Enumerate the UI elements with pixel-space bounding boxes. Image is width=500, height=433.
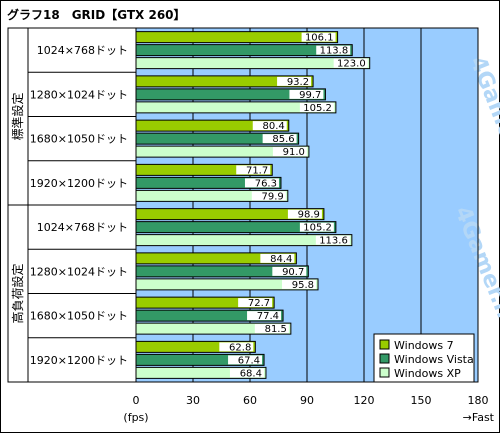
data-label-box xyxy=(251,191,286,201)
chart-title: グラフ18 GRID【GTX 260】 xyxy=(7,8,186,22)
data-label-box xyxy=(262,134,297,144)
data-label-box xyxy=(244,178,279,188)
legend-label: Windows Vista xyxy=(394,353,474,366)
category-label: 1680×1050ドット xyxy=(30,133,128,146)
data-label: 68.4 xyxy=(240,368,262,379)
data-label: 81.5 xyxy=(265,324,287,335)
legend-label: Windows 7 xyxy=(394,339,454,352)
x-tick-label: 60 xyxy=(243,394,257,407)
legend-swatch xyxy=(379,353,390,364)
data-label: 91.0 xyxy=(283,147,305,158)
x-tick-label: 150 xyxy=(411,394,432,407)
legend-label: Windows XP xyxy=(394,367,461,380)
data-label-box xyxy=(247,311,282,321)
legend-box xyxy=(373,333,475,383)
legend-swatch xyxy=(379,339,390,350)
data-label-box xyxy=(238,298,273,308)
data-label-box xyxy=(254,324,289,334)
data-label-box xyxy=(229,368,264,378)
data-label-box xyxy=(289,89,324,99)
data-label-box xyxy=(277,76,312,86)
x-tick-label: 0 xyxy=(133,394,140,407)
data-label: 105.2 xyxy=(303,223,332,234)
x-axis-unit-label: (fps) xyxy=(123,411,148,424)
x-tick-label: 90 xyxy=(300,394,314,407)
data-label: 77.4 xyxy=(257,311,279,322)
data-label-box xyxy=(272,147,307,157)
data-label-box xyxy=(260,253,295,263)
category-label: 1680×1050ドット xyxy=(30,310,128,323)
data-label: 79.9 xyxy=(262,191,284,202)
data-label: 99.7 xyxy=(299,90,321,101)
x-axis-direction-label: →Fast xyxy=(463,411,495,424)
data-label: 76.3 xyxy=(255,178,277,189)
data-label: 106.1 xyxy=(305,33,334,44)
data-label-box xyxy=(287,209,322,219)
data-label: 80.4 xyxy=(262,121,284,132)
x-tick-label: 120 xyxy=(354,394,375,407)
category-label: 1024×768ドット xyxy=(37,44,128,57)
data-label: 62.8 xyxy=(229,342,251,353)
data-label: 72.7 xyxy=(248,298,270,309)
group-label: 高負荷設定 xyxy=(10,263,25,323)
data-label-box xyxy=(299,102,334,112)
data-label: 123.0 xyxy=(337,59,366,70)
data-label: 67.4 xyxy=(238,355,260,366)
data-label-box xyxy=(236,165,271,175)
category-label: 1024×768ドット xyxy=(37,221,128,234)
data-label: 95.8 xyxy=(292,280,314,291)
data-label: 71.7 xyxy=(246,165,268,176)
legend-swatch xyxy=(379,367,390,378)
data-label-box xyxy=(252,121,287,131)
x-tick-label: 180 xyxy=(468,394,489,407)
data-label: 98.9 xyxy=(298,210,320,221)
category-label: 1280×1024ドット xyxy=(30,88,128,101)
data-label: 85.6 xyxy=(272,134,294,145)
plot-border xyxy=(135,27,479,383)
data-label: 93.2 xyxy=(287,77,309,88)
data-label: 84.4 xyxy=(270,254,292,265)
data-label-box xyxy=(316,45,351,55)
data-label-box xyxy=(272,266,307,276)
data-label: 90.7 xyxy=(282,267,304,278)
data-label-box xyxy=(228,355,263,365)
x-tick-label: 30 xyxy=(186,394,200,407)
category-label: 1920×1200ドット xyxy=(30,354,128,367)
data-label: 105.2 xyxy=(303,103,332,114)
data-label-box xyxy=(315,235,350,245)
data-label-box xyxy=(301,32,336,42)
data-label-box xyxy=(219,342,254,352)
category-label: 1920×1200ドット xyxy=(30,177,128,190)
data-label-box xyxy=(282,279,317,289)
data-label-box xyxy=(299,222,334,232)
category-label: 1280×1024ドット xyxy=(30,265,128,278)
data-label: 113.6 xyxy=(319,236,348,247)
group-label: 標準設定 xyxy=(10,92,25,140)
data-label: 113.8 xyxy=(320,46,349,57)
data-label-box xyxy=(333,58,368,68)
